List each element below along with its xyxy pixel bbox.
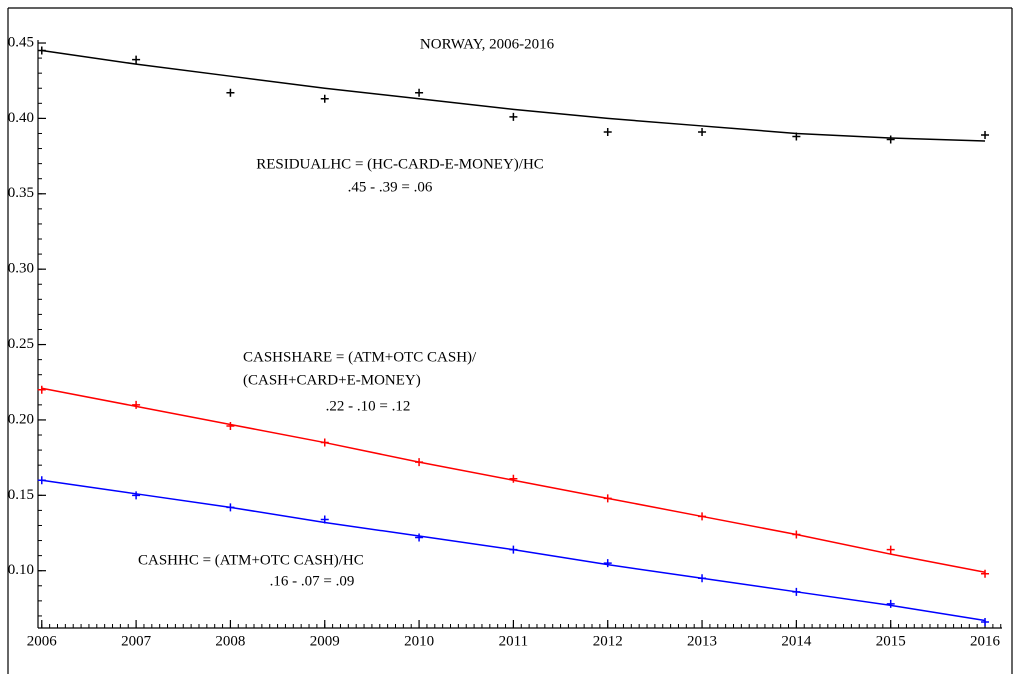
x-tick-label: 2010	[404, 633, 434, 649]
point	[792, 587, 801, 596]
x-tick-label: 2008	[215, 633, 245, 649]
point	[37, 385, 46, 394]
point	[886, 135, 895, 144]
x-tick-label: 2009	[310, 633, 340, 649]
y-tick-label: 0.20	[8, 411, 34, 427]
y-tick-label: 0.15	[8, 487, 34, 503]
annotation: .45 - .39 = .06	[348, 179, 433, 195]
point	[981, 617, 990, 626]
point	[132, 491, 141, 500]
point	[603, 559, 612, 568]
annotation: CASHSHARE = (ATM+OTC CASH)/	[243, 349, 477, 365]
point	[415, 458, 424, 467]
point	[792, 132, 801, 141]
point	[320, 515, 329, 524]
x-tick-label: 2006	[27, 633, 58, 649]
annotation: (CASH+CARD+E-MONEY)	[243, 372, 421, 388]
point	[886, 599, 895, 608]
x-tick-label: 2013	[687, 633, 717, 649]
point	[981, 130, 990, 139]
point	[320, 94, 329, 103]
annotation: .16 - .07 = .09	[270, 573, 355, 589]
x-tick-label: 2014	[781, 633, 812, 649]
y-tick-label: 0.45	[8, 34, 34, 50]
point	[320, 438, 329, 447]
y-tick-label: 0.10	[8, 562, 34, 578]
y-tick-label: 0.25	[8, 336, 34, 352]
point	[226, 88, 235, 97]
point	[698, 127, 707, 136]
y-tick-label: 0.30	[8, 261, 34, 277]
x-tick-label: 2007	[121, 633, 152, 649]
point	[603, 127, 612, 136]
x-tick-label: 2015	[876, 633, 906, 649]
annotation: CASHHC = (ATM+OTC CASH)/HC	[138, 552, 364, 568]
point	[509, 474, 518, 483]
point	[981, 569, 990, 578]
point	[603, 494, 612, 503]
point	[792, 530, 801, 539]
point	[415, 533, 424, 542]
annotation: RESIDUALHC = (HC-CARD-E-MONEY)/HC	[256, 156, 544, 172]
point	[415, 88, 424, 97]
point	[886, 545, 895, 554]
y-tick-label: 0.40	[8, 110, 34, 126]
x-tick-label: 2012	[593, 633, 623, 649]
point	[132, 55, 141, 64]
chart-title: NORWAY, 2006-2016	[420, 36, 555, 52]
fit-line	[41, 49, 986, 142]
point	[509, 545, 518, 554]
point	[226, 421, 235, 430]
point	[698, 574, 707, 583]
point	[226, 503, 235, 512]
x-tick-label: 2011	[499, 633, 528, 649]
point	[509, 112, 518, 121]
y-tick-label: 0.35	[8, 185, 34, 201]
annotation: .22 - .10 = .12	[326, 398, 411, 414]
x-tick-label: 2016	[970, 633, 1001, 649]
point	[132, 400, 141, 409]
point	[37, 476, 46, 485]
point	[698, 512, 707, 521]
point	[37, 46, 46, 55]
